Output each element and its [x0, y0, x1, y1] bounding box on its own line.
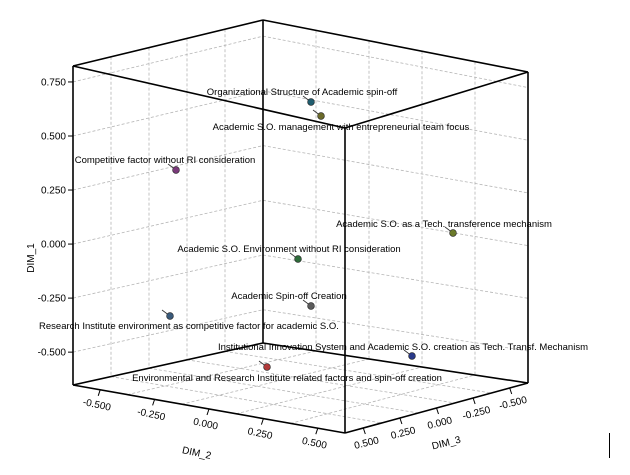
grid-line	[72, 145, 264, 191]
y-tick-label: 0.250	[41, 186, 66, 197]
data-point: Research Institute environment as compet…	[39, 309, 339, 332]
x-tick-mark	[315, 428, 319, 435]
z-tick-mark	[362, 427, 366, 435]
point-marker	[307, 98, 315, 106]
grid-line	[262, 145, 529, 194]
point-marker	[294, 255, 302, 263]
point-marker	[408, 352, 416, 360]
data-point: Competitive factor without RI considerat…	[75, 155, 256, 174]
x-tick-label: -0.500	[82, 397, 112, 414]
point-label: Organizational Structure of Academic spi…	[207, 87, 398, 98]
y-tick-label: 0.000	[41, 240, 66, 251]
data-point: Academic S.O. management with entreprene…	[213, 109, 470, 133]
point-marker	[317, 112, 325, 120]
x-tick-label: 0.250	[247, 426, 274, 442]
text-cursor	[609, 433, 610, 458]
data-point: Academic S.O. Environment without RI con…	[177, 244, 401, 263]
point-label: Academic Spin-off Creation	[231, 291, 346, 302]
x-tick-label: -0.250	[136, 407, 166, 424]
y-tick-label: 0.750	[41, 77, 66, 88]
grid-line	[110, 376, 382, 424]
x-tick-mark	[97, 389, 101, 396]
grid-line	[262, 35, 529, 88]
data-point: Academic Spin-off Creation	[231, 291, 347, 310]
grid-line	[72, 309, 264, 353]
box-edge	[72, 342, 264, 386]
grid-line	[181, 358, 370, 405]
point-marker	[166, 312, 174, 320]
x-tick-label: 0.000	[192, 417, 219, 433]
y-tick-label: -0.500	[38, 348, 67, 359]
box-edge	[72, 19, 264, 67]
grid-line	[72, 254, 264, 299]
z-axis-title: DIM_3	[431, 435, 463, 453]
point-label: Academic S.O. as a Tech. transference me…	[336, 219, 552, 230]
z-tick-label: 0.500	[353, 435, 380, 452]
data-point: Organizational Structure of Academic spi…	[207, 87, 398, 106]
y-tick-label: -0.250	[38, 294, 67, 305]
x-axis-title: DIM_2	[181, 445, 213, 462]
x-tick-mark	[206, 408, 210, 416]
z-tick-label: 0.000	[426, 415, 453, 432]
grid-line	[290, 374, 476, 424]
point-label: Academic S.O. Environment without RI con…	[177, 244, 400, 255]
z-tick-mark	[436, 407, 439, 415]
point-marker	[307, 302, 315, 310]
z-tick-label: 0.250	[390, 425, 417, 442]
z-tick-mark	[509, 387, 513, 395]
point-label: Competitive factor without RI considerat…	[75, 155, 256, 166]
point-label: Environmental and Research Institute rel…	[132, 373, 442, 384]
z-tick-label: -0.500	[498, 395, 529, 413]
point-marker	[172, 166, 180, 174]
x-tick-mark	[152, 399, 156, 406]
point-label: Research Institute environment as compet…	[39, 321, 339, 332]
z-tick-label: -0.250	[461, 405, 492, 423]
grid-line	[72, 199, 264, 245]
grid-line	[236, 366, 423, 415]
z-tick-mark	[399, 417, 403, 425]
x-tick-mark	[260, 418, 264, 425]
box-edge	[262, 342, 529, 384]
data-point: Academic S.O. as a Tech. transference me…	[336, 219, 552, 237]
grid-lines	[72, 29, 529, 424]
data-point: Institutional Innovation System and Acad…	[218, 342, 588, 360]
data-point: Environmental and Research Institute rel…	[132, 360, 442, 384]
box-edge	[344, 71, 529, 129]
grid-line	[186, 359, 455, 404]
grid-line	[127, 350, 317, 395]
data-points: Organizational Structure of Academic spi…	[39, 87, 588, 384]
z-tick-mark	[472, 397, 476, 405]
grid-line	[148, 367, 419, 414]
grid-line	[72, 90, 264, 137]
grid-line	[72, 35, 264, 83]
y-axis-title: DIM_1	[26, 243, 37, 273]
point-marker	[449, 229, 457, 237]
point-label: Institutional Innovation System and Acad…	[218, 342, 588, 353]
box-edge	[72, 65, 346, 129]
point-label: Academic S.O. management with entreprene…	[213, 122, 470, 133]
y-tick-label: 0.500	[41, 131, 66, 142]
x-tick-label: 0.500	[301, 436, 328, 452]
point-marker	[263, 363, 271, 371]
box-edge	[262, 19, 529, 73]
